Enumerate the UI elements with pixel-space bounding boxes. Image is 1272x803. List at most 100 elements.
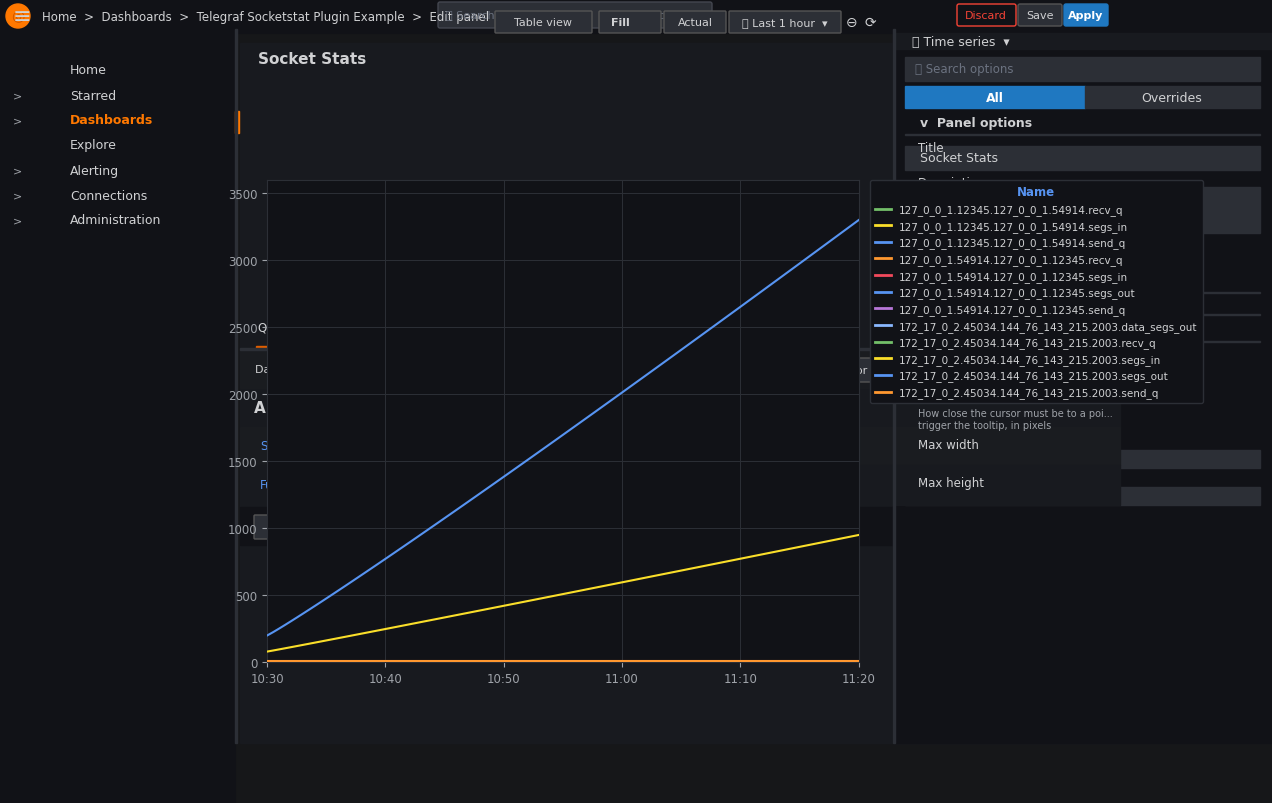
Text: Single: Single <box>917 365 951 374</box>
Text: Socket Stats: Socket Stats <box>920 153 999 165</box>
Text: Overrides: Overrides <box>1142 92 1202 104</box>
Bar <box>235 112 239 134</box>
FancyBboxPatch shape <box>599 12 661 34</box>
Text: v  Panel options: v Panel options <box>920 117 1032 130</box>
Text: Query inspector: Query inspector <box>778 365 868 376</box>
Circle shape <box>929 257 943 271</box>
Text: Fill: Fill <box>611 18 630 28</box>
Text: >  Panel links: > Panel links <box>920 275 1000 288</box>
Legend: 127_0_0_1.12345.127_0_0_1.54914.recv_q, 127_0_0_1.12345.127_0_0_1.54914.segs_in,: 127_0_0_1.12345.127_0_0_1.54914.recv_q, … <box>870 181 1202 404</box>
FancyBboxPatch shape <box>567 438 581 455</box>
Bar <box>240 351 1121 389</box>
Text: Starred: Starred <box>70 89 116 102</box>
Bar <box>240 390 1121 429</box>
Bar <box>0 0 235 803</box>
Text: >: > <box>14 116 23 126</box>
Text: >: > <box>14 91 23 101</box>
Bar <box>240 427 1121 466</box>
Text: Alert  0: Alert 0 <box>469 322 513 335</box>
FancyBboxPatch shape <box>340 476 480 495</box>
Text: Tooltip mode: Tooltip mode <box>918 350 993 363</box>
Text: >: > <box>14 216 23 226</box>
Text: Hidden: Hidden <box>1015 365 1054 374</box>
Text: Max height: Max height <box>918 477 985 490</box>
FancyBboxPatch shape <box>519 438 544 455</box>
Text: >: > <box>14 165 23 176</box>
FancyBboxPatch shape <box>581 478 597 493</box>
FancyBboxPatch shape <box>438 3 712 29</box>
Bar <box>893 30 895 743</box>
Text: *: * <box>553 442 558 451</box>
FancyBboxPatch shape <box>495 12 591 34</box>
Text: ⚡ HostedGraphite  ▾: ⚡ HostedGraphite ▾ <box>345 365 455 376</box>
Text: 🔍 Search options: 🔍 Search options <box>915 63 1014 76</box>
Text: Title: Title <box>918 142 944 155</box>
Text: Transform data  0: Transform data 0 <box>360 322 464 335</box>
Text: Data source: Data source <box>254 365 322 374</box>
Text: +: + <box>584 479 594 492</box>
Text: A: A <box>254 401 266 416</box>
Bar <box>893 34 1272 743</box>
Bar <box>904 292 1261 294</box>
FancyBboxPatch shape <box>374 516 476 540</box>
Text: + Expression: + Expression <box>387 521 464 534</box>
FancyBboxPatch shape <box>340 438 396 455</box>
Text: ⌘ cmd+k: ⌘ cmd+k <box>645 11 693 21</box>
Text: Description: Description <box>918 177 986 190</box>
Text: Table view: Table view <box>514 18 572 28</box>
Text: + Add query: + Add query <box>272 521 347 534</box>
FancyBboxPatch shape <box>550 438 563 455</box>
Bar <box>1085 87 1261 109</box>
Circle shape <box>6 5 31 29</box>
Text: ≡: ≡ <box>13 7 32 27</box>
Bar <box>235 30 237 743</box>
FancyBboxPatch shape <box>957 5 1016 27</box>
Text: ⊖: ⊖ <box>846 16 857 30</box>
Text: 🔍 Search or jump to...: 🔍 Search or jump to... <box>446 11 566 21</box>
Text: Series: Series <box>259 440 296 453</box>
Text: Home  >  Dashboards  >  Telegraf Socketstat Plugin Example  >  Edit panel: Home > Dashboards > Telegraf Socketstat … <box>42 10 490 23</box>
Bar <box>904 188 1261 234</box>
Bar <box>240 44 1121 349</box>
FancyBboxPatch shape <box>1063 5 1108 27</box>
Circle shape <box>930 255 946 271</box>
Text: aliasByNode(2,3,5,6,8): aliasByNode(2,3,5,6,8) <box>350 480 468 491</box>
Bar <box>0 0 1272 34</box>
Text: Max width: Max width <box>918 439 979 452</box>
Bar <box>904 315 1261 316</box>
Text: > Query o...: > Query o... <box>510 365 577 376</box>
FancyBboxPatch shape <box>906 360 963 380</box>
Text: Hover proximity: Hover proximity <box>918 389 1025 402</box>
Text: >: > <box>14 191 23 201</box>
Text: How close the cursor must be to a poi...: How close the cursor must be to a poi... <box>918 409 1113 418</box>
Text: Actual: Actual <box>678 18 712 28</box>
FancyBboxPatch shape <box>664 12 726 34</box>
Text: >  Repeat options: > Repeat options <box>920 297 1027 310</box>
Text: telegraf: telegraf <box>346 442 388 451</box>
Text: All: All <box>978 365 992 374</box>
Text: ℹ: ℹ <box>487 364 492 377</box>
Text: *: * <box>505 442 510 451</box>
Text: All: All <box>986 92 1004 104</box>
Bar <box>240 507 1121 545</box>
Bar <box>240 466 1121 505</box>
Text: MD = auto = 824: MD = auto = 824 <box>619 365 711 376</box>
Text: Explore: Explore <box>70 140 117 153</box>
FancyBboxPatch shape <box>324 359 476 382</box>
Text: v  Tooltip: v Tooltip <box>920 324 983 337</box>
Text: Save: Save <box>1027 11 1053 21</box>
FancyBboxPatch shape <box>399 438 480 455</box>
Bar <box>904 58 1261 82</box>
Bar <box>240 349 1121 351</box>
Text: socketstat: socketstat <box>591 442 646 451</box>
Bar <box>240 44 1121 743</box>
Text: Transparent background: Transparent background <box>918 243 1062 255</box>
Text: tcp: tcp <box>524 442 541 451</box>
Text: (HostedGraphite): (HostedGraphite) <box>280 403 377 414</box>
Text: ⟳: ⟳ <box>864 16 876 30</box>
Text: ⏱ Last 1 hour  ▾: ⏱ Last 1 hour ▾ <box>742 18 828 28</box>
FancyBboxPatch shape <box>658 438 672 455</box>
FancyBboxPatch shape <box>501 438 515 455</box>
FancyBboxPatch shape <box>729 12 841 34</box>
Bar <box>904 341 1261 343</box>
